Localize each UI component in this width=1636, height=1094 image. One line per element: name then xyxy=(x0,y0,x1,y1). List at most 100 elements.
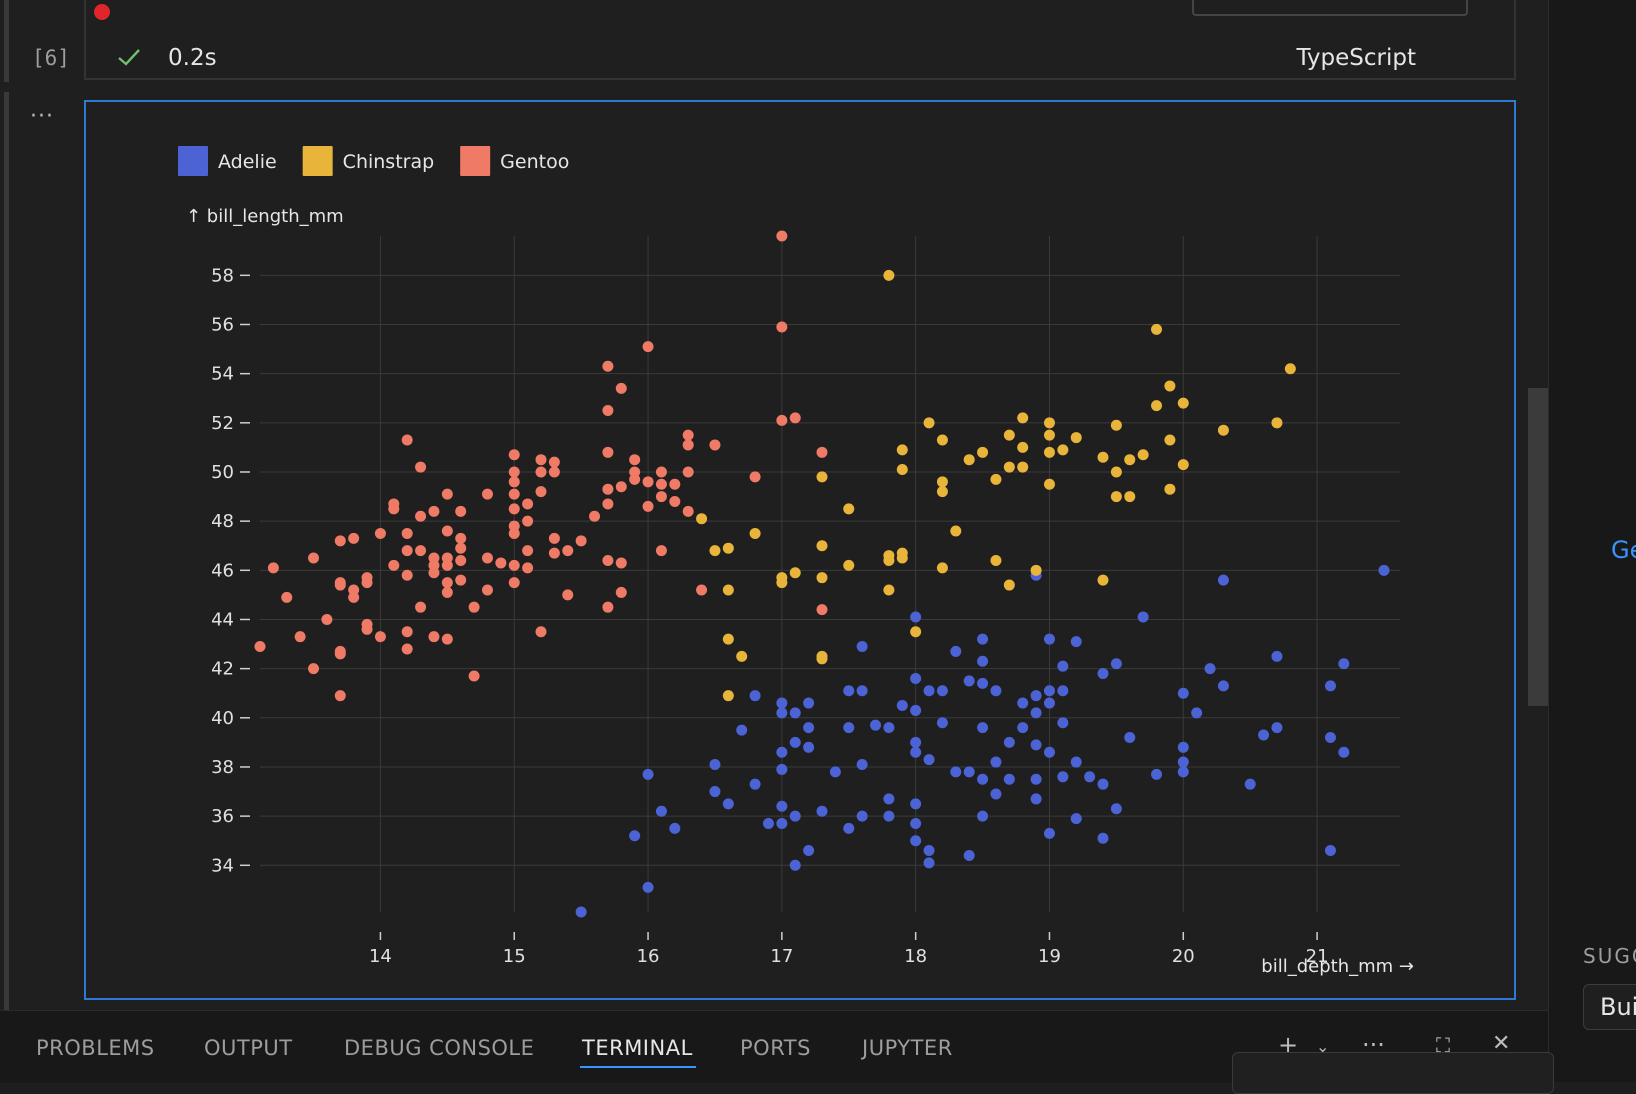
data-point-adelie[interactable] xyxy=(1030,773,1042,785)
data-point-gentoo[interactable] xyxy=(816,446,828,458)
data-point-gentoo[interactable] xyxy=(455,505,467,517)
data-point-adelie[interactable] xyxy=(776,818,788,830)
data-point-chinstrap[interactable] xyxy=(1097,451,1109,463)
data-point-adelie[interactable] xyxy=(829,766,841,778)
data-point-chinstrap[interactable] xyxy=(1124,454,1136,466)
data-point-adelie[interactable] xyxy=(923,857,935,869)
data-point-adelie[interactable] xyxy=(910,704,922,716)
data-point-gentoo[interactable] xyxy=(776,321,788,333)
data-point-chinstrap[interactable] xyxy=(990,473,1002,485)
data-point-gentoo[interactable] xyxy=(254,641,266,653)
data-point-gentoo[interactable] xyxy=(615,481,627,493)
data-point-gentoo[interactable] xyxy=(696,584,708,596)
data-point-adelie[interactable] xyxy=(642,881,654,893)
data-point-gentoo[interactable] xyxy=(535,486,547,498)
data-point-gentoo[interactable] xyxy=(535,454,547,466)
data-point-gentoo[interactable] xyxy=(642,341,654,353)
data-point-chinstrap[interactable] xyxy=(963,454,975,466)
data-point-adelie[interactable] xyxy=(936,685,948,697)
data-point-chinstrap[interactable] xyxy=(1057,444,1069,456)
data-point-gentoo[interactable] xyxy=(468,670,480,682)
data-point-chinstrap[interactable] xyxy=(923,417,935,429)
data-point-gentoo[interactable] xyxy=(428,505,440,517)
data-point-gentoo[interactable] xyxy=(334,577,346,589)
data-point-adelie[interactable] xyxy=(749,778,761,790)
data-point-chinstrap[interactable] xyxy=(1097,574,1109,586)
data-point-chinstrap[interactable] xyxy=(1137,449,1149,461)
data-point-chinstrap[interactable] xyxy=(896,547,908,559)
data-point-adelie[interactable] xyxy=(749,690,761,702)
data-point-gentoo[interactable] xyxy=(682,466,694,478)
data-point-gentoo[interactable] xyxy=(415,510,427,522)
data-point-chinstrap[interactable] xyxy=(749,527,761,539)
data-point-gentoo[interactable] xyxy=(441,488,453,500)
data-point-adelie[interactable] xyxy=(990,756,1002,768)
data-point-adelie[interactable] xyxy=(1258,729,1270,741)
data-point-gentoo[interactable] xyxy=(415,601,427,613)
data-point-adelie[interactable] xyxy=(803,697,815,709)
data-point-adelie[interactable] xyxy=(776,763,788,775)
data-point-gentoo[interactable] xyxy=(816,604,828,616)
data-point-chinstrap[interactable] xyxy=(1151,323,1163,335)
data-point-gentoo[interactable] xyxy=(562,545,574,557)
suggestion-chip[interactable]: Bui xyxy=(1583,984,1636,1030)
data-point-adelie[interactable] xyxy=(977,773,989,785)
data-point-adelie[interactable] xyxy=(1057,771,1069,783)
tab-ports[interactable]: PORTS xyxy=(740,1036,811,1060)
data-point-chinstrap[interactable] xyxy=(990,554,1002,566)
data-point-gentoo[interactable] xyxy=(508,476,520,488)
data-point-gentoo[interactable] xyxy=(441,577,453,589)
data-point-chinstrap[interactable] xyxy=(1003,461,1015,473)
data-point-chinstrap[interactable] xyxy=(1030,564,1042,576)
data-point-gentoo[interactable] xyxy=(361,623,373,635)
data-point-chinstrap[interactable] xyxy=(1017,441,1029,453)
data-point-gentoo[interactable] xyxy=(655,491,667,503)
data-point-chinstrap[interactable] xyxy=(843,503,855,515)
data-point-adelie[interactable] xyxy=(1097,668,1109,680)
data-point-adelie[interactable] xyxy=(963,675,975,687)
data-point-gentoo[interactable] xyxy=(629,454,641,466)
data-point-adelie[interactable] xyxy=(1204,663,1216,675)
data-point-adelie[interactable] xyxy=(762,818,774,830)
data-point-adelie[interactable] xyxy=(1043,685,1055,697)
data-point-chinstrap[interactable] xyxy=(696,513,708,525)
data-point-adelie[interactable] xyxy=(977,633,989,645)
data-point-chinstrap[interactable] xyxy=(1070,432,1082,444)
data-point-adelie[interactable] xyxy=(722,798,734,810)
data-point-adelie[interactable] xyxy=(856,641,868,653)
data-point-gentoo[interactable] xyxy=(468,601,480,613)
data-point-chinstrap[interactable] xyxy=(1043,446,1055,458)
close-icon[interactable]: ✕ xyxy=(1492,1031,1511,1056)
data-point-gentoo[interactable] xyxy=(508,488,520,500)
data-point-chinstrap[interactable] xyxy=(843,559,855,571)
data-point-gentoo[interactable] xyxy=(388,503,400,515)
data-point-chinstrap[interactable] xyxy=(709,545,721,557)
data-point-adelie[interactable] xyxy=(1177,756,1189,768)
data-point-gentoo[interactable] xyxy=(441,586,453,598)
data-point-gentoo[interactable] xyxy=(655,545,667,557)
data-point-gentoo[interactable] xyxy=(669,478,681,490)
side-panel-link[interactable]: Ge xyxy=(1611,536,1636,564)
data-point-adelie[interactable] xyxy=(803,722,815,734)
data-point-chinstrap[interactable] xyxy=(722,584,734,596)
data-point-adelie[interactable] xyxy=(1003,773,1015,785)
data-point-gentoo[interactable] xyxy=(508,503,520,515)
data-point-adelie[interactable] xyxy=(1177,741,1189,753)
data-point-adelie[interactable] xyxy=(896,700,908,712)
data-point-adelie[interactable] xyxy=(1084,771,1096,783)
data-point-adelie[interactable] xyxy=(1097,778,1109,790)
data-point-gentoo[interactable] xyxy=(388,559,400,571)
data-point-adelie[interactable] xyxy=(1338,746,1350,758)
data-point-gentoo[interactable] xyxy=(522,515,534,527)
data-point-adelie[interactable] xyxy=(1110,658,1122,670)
data-point-adelie[interactable] xyxy=(776,707,788,719)
output-cell[interactable]: 14 15 16 17 18 19 20 21 34 36 38 40 42 44 46 48 50 52 54 56… xyxy=(84,100,1516,1000)
data-point-adelie[interactable] xyxy=(789,707,801,719)
data-point-gentoo[interactable] xyxy=(401,569,413,581)
data-point-chinstrap[interactable] xyxy=(883,269,895,281)
data-point-gentoo[interactable] xyxy=(401,626,413,638)
data-point-adelie[interactable] xyxy=(1043,633,1055,645)
data-point-adelie[interactable] xyxy=(709,786,721,798)
data-point-adelie[interactable] xyxy=(843,822,855,834)
data-point-gentoo[interactable] xyxy=(441,559,453,571)
